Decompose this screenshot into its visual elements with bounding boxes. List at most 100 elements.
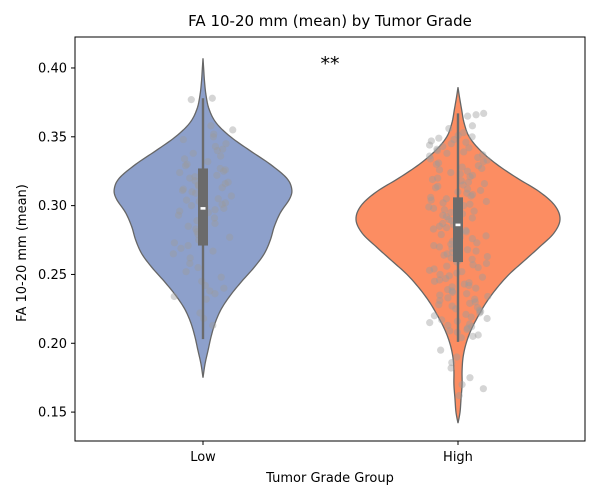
data-point-high: [439, 219, 447, 228]
data-point-high: [463, 185, 472, 193]
data-point-high: [453, 353, 461, 361]
data-point-high: [478, 273, 487, 281]
data-point-low: [180, 155, 189, 163]
data-point-low: [182, 196, 191, 204]
data-point-high: [464, 178, 473, 186]
data-point-high: [432, 160, 441, 168]
data-point-low: [217, 273, 225, 281]
data-point-high: [458, 380, 466, 389]
data-point-high: [425, 203, 433, 211]
data-point-low: [196, 309, 204, 317]
data-point-high: [443, 250, 451, 258]
data-point-low: [221, 180, 229, 188]
data-point-high: [426, 319, 434, 327]
data-point-high: [463, 167, 472, 175]
data-point-high: [442, 195, 451, 203]
data-point-high: [425, 266, 434, 274]
data-point-low: [216, 164, 224, 173]
data-point-high: [463, 324, 472, 332]
data-point-low: [211, 142, 220, 151]
data-point-high: [447, 254, 455, 262]
data-point-high: [440, 251, 448, 259]
data-point-low: [209, 321, 217, 329]
x-tick-label-low: Low: [190, 450, 216, 465]
data-point-high: [471, 295, 479, 303]
data-point-low: [170, 292, 178, 301]
y-tick-label: 0.40: [38, 61, 67, 76]
data-point-high: [463, 290, 471, 298]
data-point-high: [460, 280, 468, 288]
data-point-high: [472, 111, 480, 119]
data-point-high: [469, 332, 477, 340]
data-point-high: [474, 153, 482, 162]
data-point-high: [466, 200, 474, 208]
data-point-low: [221, 199, 230, 207]
data-point-low: [221, 166, 229, 174]
data-point-high: [480, 109, 488, 117]
data-point-high: [435, 276, 444, 284]
y-tick-label: 0.30: [38, 199, 67, 214]
data-point-high: [443, 262, 451, 270]
data-point-low: [219, 145, 227, 153]
data-point-high: [435, 301, 443, 309]
data-point-high: [443, 149, 451, 157]
data-point-high: [482, 197, 490, 206]
y-tick-label: 0.35: [38, 130, 67, 145]
data-point-low: [227, 192, 235, 200]
data-point-high: [483, 252, 491, 261]
data-point-low: [218, 200, 226, 208]
data-point-high: [473, 239, 481, 247]
data-point-low: [220, 167, 228, 175]
data-point-high: [465, 279, 473, 287]
data-point-high: [463, 189, 471, 197]
data-point-high: [463, 246, 472, 254]
data-point-high: [462, 138, 470, 146]
data-point-high: [469, 261, 477, 269]
data-point-high: [474, 162, 482, 170]
data-point-high: [427, 193, 435, 201]
data-point-high: [434, 182, 442, 190]
data-point-high: [447, 140, 455, 148]
data-point-high: [479, 157, 488, 166]
data-point-low: [192, 225, 200, 233]
data-point-high: [440, 206, 449, 214]
data-point-high: [444, 321, 452, 329]
data-point-low: [229, 126, 237, 134]
data-point-low: [186, 174, 194, 182]
data-point-high: [466, 374, 474, 382]
data-point-high: [478, 164, 486, 173]
data-point-low: [191, 177, 199, 185]
data-point-high: [457, 334, 465, 342]
data-point-high: [457, 177, 465, 185]
data-point-low: [208, 94, 216, 102]
data-point-high: [467, 313, 475, 321]
axes-frame: [74, 36, 586, 442]
data-point-low: [211, 219, 219, 228]
data-point-high: [430, 265, 438, 273]
data-point-high: [465, 281, 473, 290]
data-point-high: [435, 134, 443, 142]
data-point-high: [468, 191, 477, 199]
data-point-high: [468, 235, 476, 243]
data-point-low: [187, 202, 196, 210]
x-tick-label-high: High: [443, 450, 473, 465]
data-point-low: [213, 146, 221, 155]
data-point-low: [210, 130, 218, 138]
data-point-high: [483, 156, 491, 164]
data-point-high: [448, 302, 456, 310]
data-point-low: [204, 157, 212, 166]
data-point-low: [181, 162, 190, 170]
data-point-high: [462, 226, 470, 234]
data-point-high: [434, 174, 442, 182]
data-point-high: [466, 320, 474, 328]
data-point-high: [479, 385, 487, 393]
data-point-high: [459, 129, 467, 137]
data-point-high: [448, 288, 457, 296]
data-point-high: [476, 309, 484, 317]
data-point-high: [427, 137, 435, 145]
data-point-high: [430, 312, 439, 320]
data-point-high: [445, 124, 453, 133]
data-point-low: [179, 135, 187, 144]
data-point-high: [482, 259, 491, 268]
